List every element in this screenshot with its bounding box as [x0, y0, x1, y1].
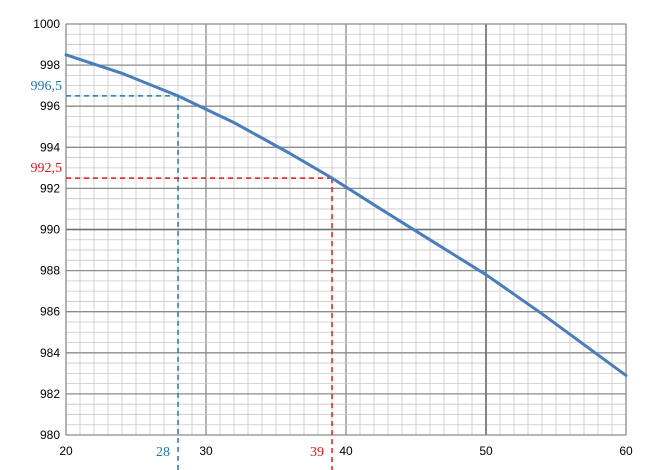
y-tick-label: 990: [40, 223, 60, 237]
annotation-y-label: 992,5: [31, 161, 63, 176]
annotation-y-label: 996,5: [31, 79, 63, 94]
x-tick-label: 20: [59, 444, 73, 458]
y-tick-label: 984: [40, 346, 60, 360]
series-line: [64, 53, 628, 377]
y-tick-label: 986: [40, 305, 60, 319]
x-tick-label: 50: [479, 444, 493, 458]
plot-frame: [65, 23, 627, 436]
x-tick-label: 40: [339, 444, 353, 458]
x-tick-label: 30: [199, 444, 213, 458]
y-tick-label: 980: [40, 428, 60, 442]
y-tick-label: 982: [40, 387, 60, 401]
y-tick-label: 998: [40, 58, 60, 72]
y-tick-label: 992: [40, 181, 60, 195]
y-tick-label: 1000: [33, 17, 60, 31]
y-tick-label: 994: [40, 140, 60, 154]
x-tick-label: 60: [619, 444, 633, 458]
annotation-x-label: 39: [310, 445, 324, 460]
y-tick-label: 996: [40, 99, 60, 113]
y-tick-label: 988: [40, 264, 60, 278]
annotation-x-label: 28: [156, 445, 170, 460]
